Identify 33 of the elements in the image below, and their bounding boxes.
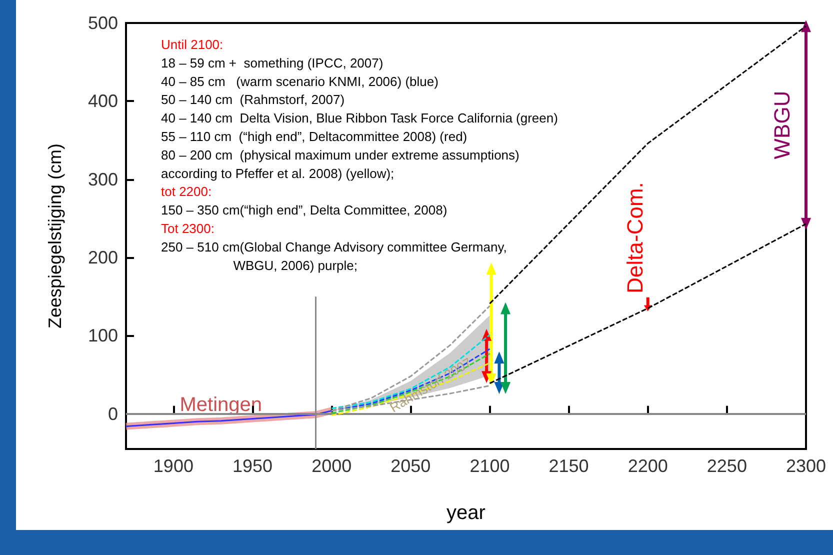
annotation: 40 – 140 cm Delta Vision, Blue Ribbon Task Force California (green) [161, 110, 558, 126]
x-tick-label: 2300 [786, 456, 826, 476]
x-tick-label: 2050 [390, 456, 431, 476]
series-label: Metingen [180, 394, 262, 416]
annotation: 250 – 510 cm(Global Change Advisory committee Germany, [161, 239, 507, 254]
x-tick-label: 2250 [706, 456, 747, 476]
annotation: Tot 2300: [161, 221, 214, 236]
x-tick-label: 2100 [470, 456, 510, 476]
y-tick-label: 500 [88, 13, 118, 33]
text: WBGU [770, 90, 794, 160]
annotation: 55 – 110 cm (“high end”, Deltacommittee 2008) (red) [161, 129, 468, 144]
y-axis-title: Zeespiegelstijging (cm) [45, 143, 65, 329]
y-tick-label: 200 [88, 247, 118, 268]
annotation: 150 – 350 cm(“high end”, Delta Committee, 2008) [161, 202, 448, 218]
x-tick-label: 2000 [312, 456, 352, 476]
annotation: WBGU, 2006) purple; [161, 258, 358, 273]
y-tick-label: 100 [88, 326, 118, 346]
y-tick-label: 0 [108, 404, 118, 424]
text: Delta-Com. [622, 182, 648, 294]
x-tick-label: 2150 [548, 456, 589, 476]
annotation: 80 – 200 cm (physical maximum under extreme assumptions) [161, 147, 520, 162]
y-tick-label: 300 [88, 169, 118, 190]
x-tick-label: 1900 [153, 456, 194, 476]
annotation: according to Pfeffer et al. 2008) (yellow); [161, 166, 394, 181]
annotation: 50 – 140 cm (Rahmstorf, 2007) [161, 92, 345, 108]
x-tick-label: 2200 [628, 456, 668, 476]
x-axis-title: year [446, 502, 486, 524]
annotation: 40 – 85 cm (warm scenario KNMI, 2006) (blue) [161, 74, 438, 89]
annotation: 18 – 59 cm + something (IPCC, 2007) [161, 55, 384, 70]
x-tick-label: 1950 [232, 456, 273, 476]
annotation: Until 2100: [161, 37, 224, 52]
annotation: tot 2200: [161, 184, 212, 200]
y-tick-label: 400 [88, 91, 118, 112]
